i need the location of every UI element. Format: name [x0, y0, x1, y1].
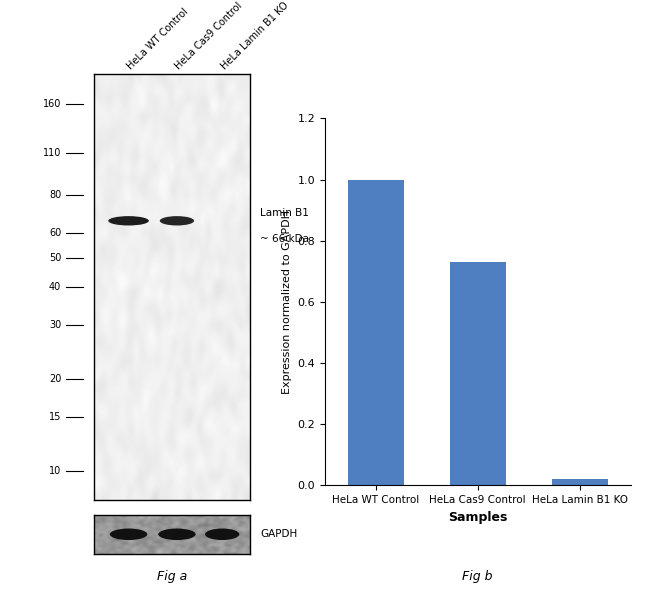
Text: HeLa Cas9 Control: HeLa Cas9 Control — [174, 0, 244, 71]
Text: 80: 80 — [49, 191, 61, 200]
Text: ~ 66 kDa: ~ 66 kDa — [260, 234, 309, 244]
Ellipse shape — [110, 529, 148, 540]
Bar — [552, 480, 608, 485]
Text: HeLa Lamin B1 KO: HeLa Lamin B1 KO — [219, 0, 290, 71]
Text: 10: 10 — [49, 466, 61, 476]
Bar — [450, 262, 506, 485]
Ellipse shape — [158, 529, 196, 540]
Text: 20: 20 — [49, 374, 61, 384]
Text: 160: 160 — [43, 98, 61, 108]
Ellipse shape — [109, 216, 149, 226]
Ellipse shape — [160, 216, 194, 226]
Text: Lamin B1: Lamin B1 — [260, 208, 309, 218]
Text: 30: 30 — [49, 320, 61, 330]
Text: 110: 110 — [43, 148, 61, 158]
Text: HeLa WT Control: HeLa WT Control — [125, 6, 190, 71]
Y-axis label: Expression normalized to GAPDH: Expression normalized to GAPDH — [282, 210, 292, 394]
Text: Fig b: Fig b — [463, 570, 493, 583]
Text: GAPDH: GAPDH — [260, 529, 297, 539]
Text: 50: 50 — [49, 253, 61, 263]
Text: 60: 60 — [49, 229, 61, 239]
X-axis label: Samples: Samples — [448, 511, 508, 524]
Ellipse shape — [205, 529, 239, 540]
Text: 15: 15 — [49, 412, 61, 422]
Text: Fig a: Fig a — [157, 570, 187, 583]
Text: 40: 40 — [49, 282, 61, 292]
Bar — [348, 179, 404, 485]
